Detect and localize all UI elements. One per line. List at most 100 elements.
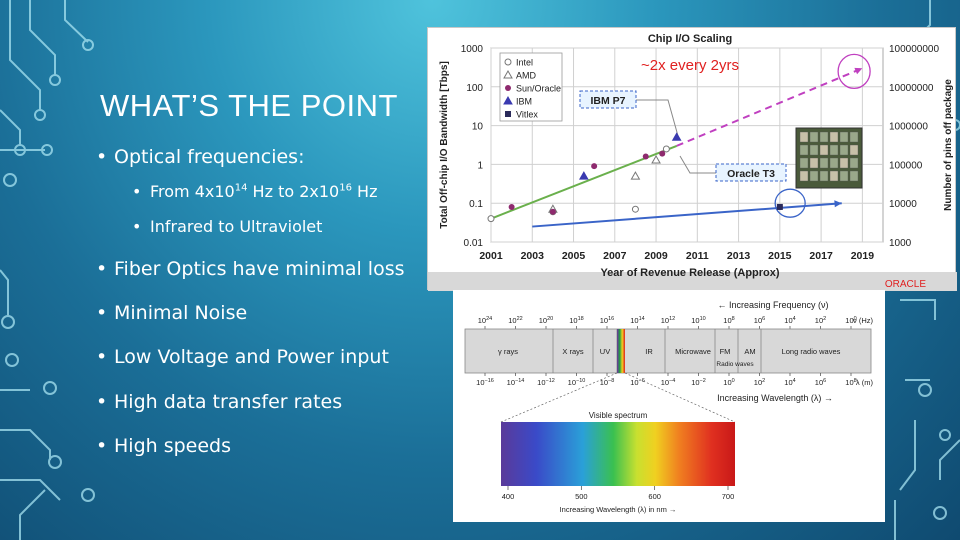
x-tick-label: 2007: [603, 250, 627, 262]
spectrum-band-bar: [464, 328, 872, 374]
chip-die: [819, 170, 829, 182]
data-point: [508, 203, 515, 210]
chip-die: [809, 157, 819, 169]
bullet-item: • Minimal Noise: [96, 302, 248, 324]
legend-label: IBM: [516, 97, 532, 107]
x-tick-label: 2013: [727, 250, 751, 262]
data-point: [642, 153, 649, 160]
wavelength-tick: 10−8: [600, 378, 615, 387]
chip-die: [829, 144, 839, 156]
band-label: UV: [600, 347, 610, 356]
data-point: [671, 132, 682, 141]
y2-tick-label: 1000: [889, 238, 912, 249]
band-label: AM: [744, 347, 755, 356]
wavelength-tick: 10−16: [476, 378, 494, 387]
chip-die: [849, 157, 859, 169]
x-tick-label: 2015: [768, 250, 792, 262]
legend-label: Vitlex: [516, 110, 538, 120]
y-tick-label: 100: [466, 83, 483, 94]
callout-leader: [679, 155, 716, 174]
legend-marker: [505, 85, 511, 91]
chip-die: [849, 170, 859, 182]
visible-spectrum-title: Visible spectrum: [589, 411, 648, 420]
chip-die: [809, 144, 819, 156]
frequency-tick: 1010: [691, 316, 705, 325]
legend-marker: [505, 111, 511, 117]
chip-die: [809, 170, 819, 182]
wavelength-axis-label: Increasing Wavelength (λ) →: [717, 393, 833, 403]
x-axis-label: Year of Revenue Release (Approx): [600, 267, 779, 279]
chip-die: [839, 170, 849, 182]
frequency-tick: 102: [815, 316, 826, 325]
frequency-tick: 106: [754, 316, 765, 325]
visible-tick: 500: [575, 492, 588, 501]
wavelength-tick: 108: [845, 378, 856, 387]
trend-arrowhead: [834, 200, 842, 208]
x-tick-label: 2019: [851, 250, 875, 262]
bullet-item: • Optical frequencies:: [96, 146, 305, 168]
zoom-line: [624, 372, 736, 423]
wavelength-tick: 102: [754, 378, 765, 387]
data-point: [549, 208, 556, 215]
x-tick-label: 2009: [644, 250, 668, 262]
y2-tick-label: 100000: [889, 160, 923, 171]
data-point: [631, 205, 639, 213]
y2-axis-label: Number of pins off package: [943, 79, 954, 211]
chip-io-chart: 1000 100000000 100 10000000 10 1000000 1 100000…: [427, 27, 957, 291]
chip-package-image: [795, 127, 863, 189]
y-tick-label: 0.01: [464, 238, 484, 249]
data-point: [578, 171, 589, 180]
wavelength-unit: λ (m): [856, 378, 874, 387]
em-spectrum-svg: ← Increasing Frequency (ν) 1024 1022 1020 10…: [464, 300, 874, 514]
y-axis-label: Total Off-chip I/O Bandwidth [Tbps]: [439, 61, 450, 229]
em-spectrum-diagram: ← Increasing Frequency (ν) 1024 1022 1020 10…: [453, 290, 885, 522]
slide-title: WHAT’S THE POINT: [100, 88, 398, 123]
frequency-tick: 1014: [630, 316, 644, 325]
chip-die: [799, 170, 809, 182]
sub-bullet-item: • Infrared to Ultraviolet: [132, 217, 323, 236]
highlight-ellipse: [774, 188, 806, 218]
x-tick-label: 2011: [686, 250, 709, 262]
chip-die: [829, 131, 839, 143]
callout-box: [579, 90, 637, 109]
chip-die: [819, 144, 829, 156]
highlight-ellipse: [837, 53, 871, 90]
visible-axis-label: Increasing Wavelength (λ) in nm →: [560, 505, 677, 514]
chart-legend: Intel AMD Sun/Oracle IBM Vitlex: [499, 52, 563, 122]
x-tick-label: 2003: [521, 250, 545, 262]
chip-die: [799, 131, 809, 143]
data-point: [630, 171, 641, 180]
trend-arrowhead: [854, 67, 863, 75]
wavelength-tick: 10−4: [661, 378, 676, 387]
sub-bullet-item: • From 4x1014 Hz to 2x1016 Hz: [132, 182, 378, 201]
chip-die: [849, 131, 859, 143]
data-point: [776, 203, 783, 210]
chip-die: [819, 157, 829, 169]
wavelength-tick: 10−6: [630, 378, 645, 387]
frequency-tick: 1012: [661, 316, 675, 325]
chip-die: [849, 144, 859, 156]
data-point: [651, 154, 661, 164]
visible-slice: [617, 329, 625, 373]
chip-die: [799, 157, 809, 169]
legend-marker: [504, 58, 512, 66]
x-tick-label: 2001: [479, 250, 503, 262]
wavelength-tick: 106: [815, 378, 826, 387]
band-label: γ rays: [498, 347, 518, 356]
oracle-logo: ORACLE: [885, 279, 926, 290]
frequency-tick: 1018: [569, 316, 583, 325]
bullet-item: • Low Voltage and Power input: [96, 346, 389, 368]
visible-tick: 400: [502, 492, 515, 501]
band-label: FM: [720, 347, 731, 356]
chip-die: [829, 157, 839, 169]
zoom-line: [500, 372, 618, 423]
frequency-tick: 1022: [508, 316, 522, 325]
bullet-item: • High speeds: [96, 435, 232, 457]
wavelength-tick: 100: [723, 378, 734, 387]
frequency-tick: 108: [723, 316, 734, 325]
bullet-item: • High data transfer rates: [96, 391, 343, 413]
chart-footer-bar: [428, 272, 957, 291]
frequency-tick: 104: [784, 316, 795, 325]
wavelength-tick: 10−2: [691, 378, 706, 387]
